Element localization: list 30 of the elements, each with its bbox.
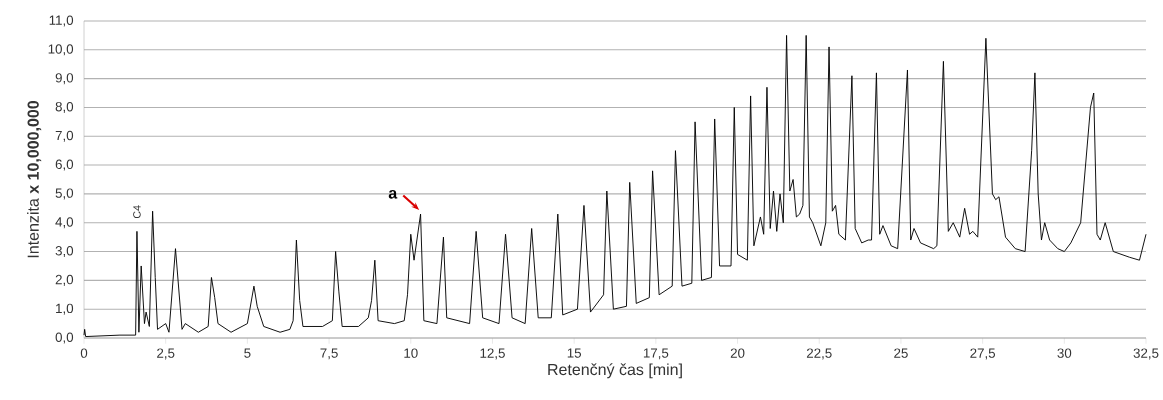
y-tick-label: 4,0 — [55, 217, 74, 229]
y-tick-label: 0,0 — [55, 332, 74, 344]
y-tick-label: 6,0 — [55, 159, 74, 171]
x-tick-label: 10 — [404, 348, 418, 358]
x-tick-label: 20 — [730, 348, 745, 358]
y-axis-title: Intenzita x 10,000,000 — [27, 101, 42, 258]
x-tick-label: 12,5 — [480, 348, 505, 360]
annotation: a — [388, 189, 398, 199]
x-tick-label: 25 — [894, 348, 908, 358]
y-tick-label: 7,0 — [55, 130, 74, 142]
x-tick-label: 27,5 — [970, 348, 996, 360]
y-tick-label: 3,0 — [55, 246, 74, 258]
x-tick-label: 5 — [244, 348, 251, 358]
x-tick-label: 0 — [80, 348, 88, 358]
x-tick-label: 2,5 — [157, 348, 175, 360]
y-tick-label: 1,0 — [56, 303, 74, 315]
x-tick-label: 15 — [567, 348, 582, 358]
y-tick-label: 11,0 — [49, 15, 74, 27]
x-tick-label: 17,5 — [643, 348, 669, 360]
annotation: C4 — [133, 205, 141, 219]
x-axis-title: Retenčný čas [min] — [548, 363, 682, 379]
x-tick-label: 22,5 — [806, 348, 832, 360]
y-tick-label: 8,0 — [55, 101, 74, 113]
y-tick-label: 9,0 — [55, 73, 74, 85]
y-tick-label: 5,0 — [55, 188, 74, 200]
x-tick-label: 32,5 — [1133, 348, 1159, 360]
y-tick-label: 10,0 — [48, 44, 74, 56]
y-tick-label: 2,0 — [55, 274, 74, 286]
x-tick-label: 7,5 — [320, 348, 338, 360]
x-tick-label: 30 — [1057, 348, 1072, 358]
